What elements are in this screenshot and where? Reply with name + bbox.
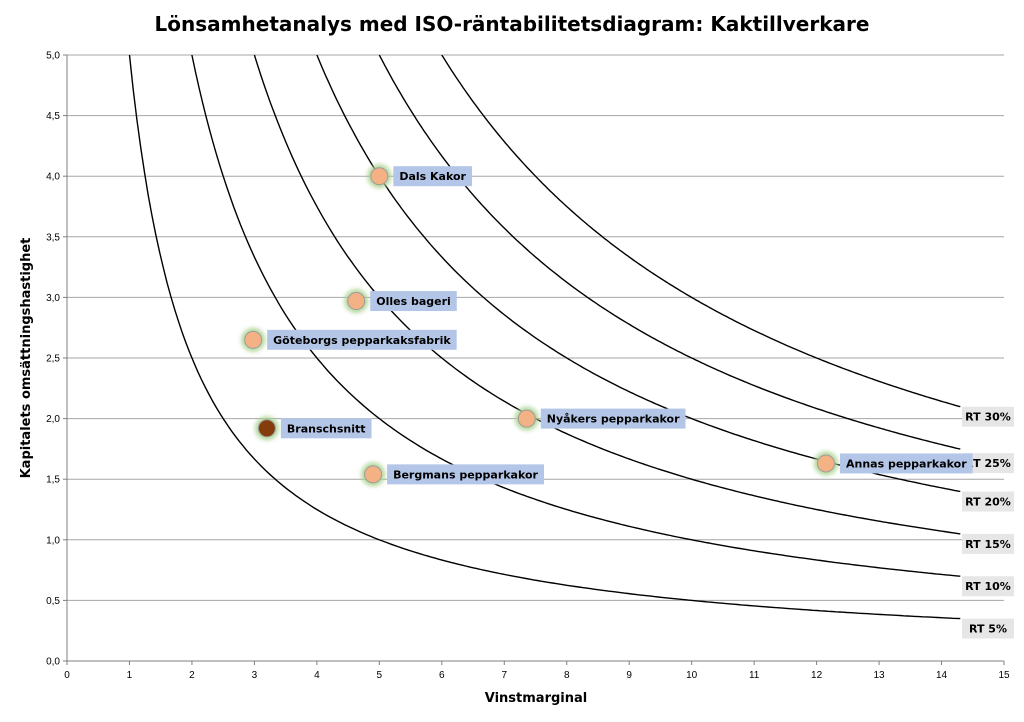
iso-curve-label-text: RT 25% bbox=[965, 457, 1011, 470]
x-tick-label: 5 bbox=[377, 670, 383, 681]
data-point: Annas pepparkakor bbox=[813, 451, 973, 476]
data-point-label: Annas pepparkakor bbox=[846, 457, 967, 470]
y-tick-label: 3,0 bbox=[46, 293, 60, 304]
iso-curve-label-box bbox=[962, 533, 1014, 554]
y-tick-label: 1,5 bbox=[46, 475, 60, 486]
data-point: Dals Kakor bbox=[367, 164, 472, 189]
data-point-label-box bbox=[280, 418, 372, 439]
x-tick-label: 8 bbox=[564, 670, 570, 681]
data-point-label-box bbox=[540, 408, 686, 429]
y-tick-label: 0,5 bbox=[46, 596, 60, 607]
chart-title: Lönsamhetanalys med ISO-räntabilitetsdia… bbox=[155, 12, 870, 36]
data-point: Olles bageri bbox=[344, 289, 457, 314]
iso-curve-label: RT 15% bbox=[962, 533, 1014, 554]
y-tick-label: 2,0 bbox=[46, 414, 60, 425]
data-point-marker bbox=[347, 292, 366, 311]
x-tick-label: 9 bbox=[626, 670, 632, 681]
axes: 0,00,51,01,52,02,53,03,54,04,55,00 1 2 3 4 5 6… bbox=[46, 51, 1010, 682]
y-tick-label: 4,5 bbox=[46, 111, 60, 122]
x-tick-label: 1 bbox=[127, 670, 133, 681]
data-point-marker bbox=[257, 419, 276, 438]
iso-curve-label: RT 25% bbox=[962, 453, 1014, 474]
y-tick-label: 3,5 bbox=[46, 232, 60, 243]
data-point-label-box bbox=[393, 166, 472, 187]
y-tick-label: 0,0 bbox=[46, 657, 60, 668]
iso-curve-label: RT 30% bbox=[962, 406, 1014, 427]
data-point-marker bbox=[370, 167, 389, 186]
x-tick-label: 13 bbox=[874, 670, 886, 681]
y-tick-label: 2,5 bbox=[46, 354, 60, 365]
y-tick-label: 4,0 bbox=[46, 172, 60, 183]
data-point-marker bbox=[517, 409, 536, 428]
data-point-label-box bbox=[370, 291, 457, 312]
y-tick-label: 5,0 bbox=[46, 51, 60, 62]
data-points: Dals Kakor Olles bageri Göteborgs pepparka… bbox=[241, 164, 973, 487]
y-tick-label: 1,0 bbox=[46, 535, 60, 546]
iso-curve-label-box bbox=[962, 491, 1014, 512]
data-point: Bergmans pepparkakor bbox=[361, 462, 545, 487]
iso-curve-labels: RT 5% RT 10% RT 15% RT 20% RT 25% RT 30% bbox=[962, 406, 1014, 639]
data-point-label: Branschsnitt bbox=[287, 422, 366, 435]
iso-curve-label-text: RT 20% bbox=[965, 495, 1011, 508]
iso-curve bbox=[441, 55, 961, 408]
x-tick-label: 15 bbox=[998, 670, 1010, 681]
iso-curve-label-text: RT 10% bbox=[965, 580, 1011, 593]
iso-curve bbox=[128, 55, 961, 620]
iso-curve-label-text: RT 30% bbox=[965, 411, 1011, 424]
data-point-label-box bbox=[839, 453, 973, 474]
data-point-label-box bbox=[267, 329, 457, 350]
iso-curve-label-box bbox=[962, 618, 1014, 639]
iso-curve-label-box bbox=[962, 406, 1014, 427]
iso-curve bbox=[378, 55, 961, 450]
y-axis-title: Kapitalets omsättningshastighet bbox=[19, 238, 34, 479]
data-point-label: Olles bageri bbox=[376, 295, 451, 308]
x-tick-label: 0 bbox=[64, 670, 70, 681]
data-point-label: Nyåkers pepparkakor bbox=[547, 413, 680, 426]
iso-curve bbox=[191, 55, 961, 577]
x-tick-label: 6 bbox=[439, 670, 445, 681]
data-point-label: Bergmans pepparkakor bbox=[393, 468, 538, 481]
iso-curve-label-box bbox=[962, 453, 1014, 474]
data-point-marker bbox=[244, 330, 263, 349]
data-point: Göteborgs pepparkaksfabrik bbox=[241, 327, 457, 352]
data-point: Branschsnitt bbox=[254, 416, 372, 441]
data-point-marker bbox=[816, 454, 835, 473]
x-tick-label: 10 bbox=[686, 670, 698, 681]
data-point-marker bbox=[364, 465, 383, 484]
iso-curve bbox=[253, 55, 961, 535]
data-point-label-box bbox=[387, 464, 545, 485]
x-axis-title: Vinstmarginal bbox=[485, 691, 587, 706]
data-point: Nyåkers pepparkakor bbox=[514, 406, 686, 431]
x-tick-label: 11 bbox=[749, 670, 760, 681]
x-tick-label: 4 bbox=[314, 670, 320, 681]
iso-curve-label-box bbox=[962, 576, 1014, 597]
iso-curve-label-text: RT 15% bbox=[965, 538, 1011, 551]
x-tick-label: 14 bbox=[936, 670, 948, 681]
x-tick-label: 7 bbox=[501, 670, 507, 681]
iso-curve-label: RT 10% bbox=[962, 576, 1014, 597]
x-tick-label: 2 bbox=[189, 670, 195, 681]
data-point-label: Göteborgs pepparkaksfabrik bbox=[273, 334, 451, 347]
iso-curve-label: RT 20% bbox=[962, 491, 1014, 512]
data-point-label: Dals Kakor bbox=[399, 170, 466, 183]
x-tick-label: 3 bbox=[252, 670, 258, 681]
x-tick-label: 12 bbox=[811, 670, 823, 681]
iso-curve-label: RT 5% bbox=[962, 618, 1014, 639]
iso-curve-label-text: RT 5% bbox=[969, 623, 1007, 636]
